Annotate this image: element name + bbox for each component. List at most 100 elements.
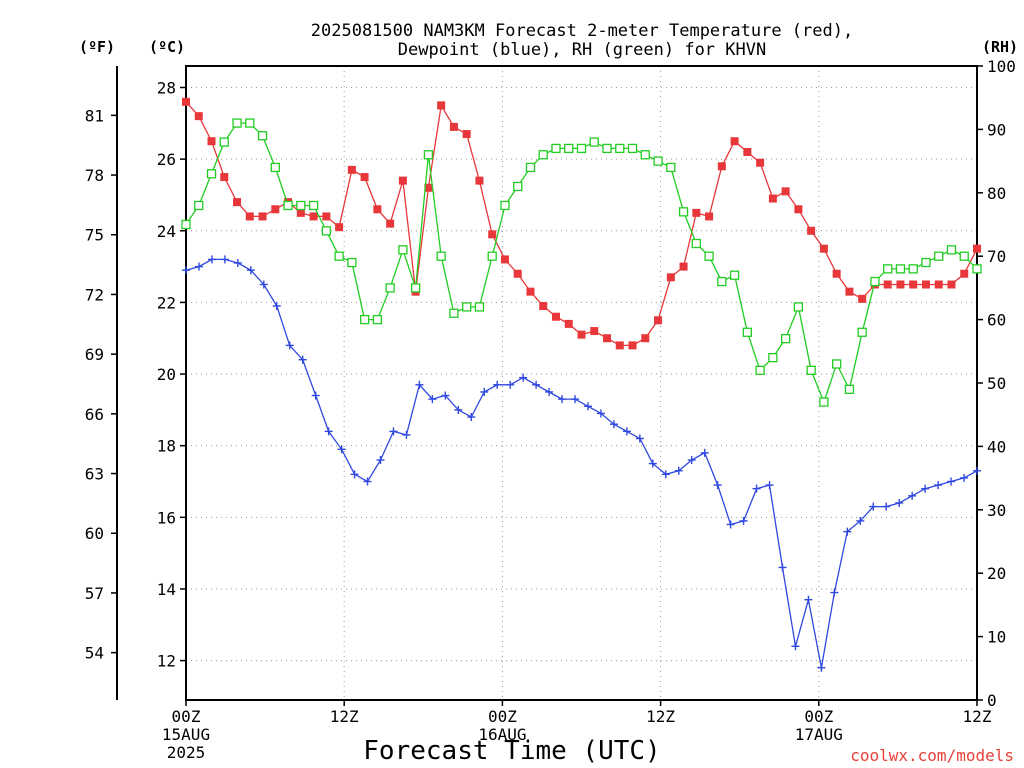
rh-point [806, 365, 816, 375]
data-series [181, 97, 982, 672]
temperature-point [641, 334, 650, 343]
x-tick-label: 12Z [646, 707, 675, 726]
dewpoint-point [558, 395, 567, 404]
temperature-point [705, 212, 714, 221]
rh-point [296, 200, 306, 211]
temperature-point [603, 334, 612, 343]
rh-point [321, 226, 331, 236]
temperature-point [934, 280, 943, 289]
dewpoint-point [415, 380, 424, 389]
dewpoint-point [324, 427, 333, 436]
dewpoint-point [622, 427, 631, 436]
celsius-tick-label: 14 [157, 580, 176, 599]
temperature-point [258, 212, 267, 221]
x-tick-date-label: 17AUG [795, 725, 843, 744]
celsius-unit-label: (ºC) [149, 38, 185, 56]
dewpoint-point [441, 391, 450, 400]
rh-point [972, 264, 982, 274]
rh-tick-label: 10 [987, 628, 1006, 647]
temperature-point [539, 301, 548, 310]
dewpoint-point [480, 387, 489, 396]
temperature-point [679, 262, 688, 271]
rh-point [844, 384, 855, 394]
dewpoint-point [532, 380, 541, 389]
dewpoint-point [350, 470, 359, 479]
dewpoint-point [648, 459, 657, 468]
dewpoint-point [454, 405, 463, 414]
rh-point [257, 131, 268, 141]
dewpoint-point [882, 502, 891, 511]
rh-point [334, 251, 344, 261]
dewpoint-point [609, 420, 618, 429]
rh-point [870, 276, 880, 287]
celsius-tick-label: 28 [157, 78, 176, 97]
rh-tick-label: 70 [987, 247, 1006, 266]
rh-tick-label: 30 [987, 501, 1006, 520]
fahrenheit-tick-label: 72 [85, 285, 104, 304]
rh-point [219, 137, 229, 147]
dewpoint-point [713, 481, 722, 490]
fahrenheit-tick-label: 78 [85, 166, 104, 185]
rh-tick-label: 20 [987, 564, 1006, 583]
x-tick-label: 12Z [330, 707, 359, 726]
rh-tick-label: 50 [987, 374, 1006, 393]
dewpoint-point [687, 456, 696, 465]
temperature-point [845, 287, 854, 296]
dewpoint-point [182, 266, 190, 275]
dewpoint-point [363, 477, 372, 486]
axes [116, 65, 978, 701]
temperature-point [666, 273, 675, 282]
rh-point [245, 118, 255, 128]
rh-point [538, 150, 548, 160]
temperature-point [373, 205, 382, 214]
temperature-point [717, 162, 726, 171]
dewpoint-point [635, 434, 644, 443]
temperature-point [296, 208, 305, 217]
rh-point [691, 238, 701, 249]
dewpoint-point [973, 466, 981, 475]
temperature-point [692, 208, 701, 217]
temperature-point [347, 165, 356, 174]
dewpoint-point [583, 402, 592, 411]
dewpoint-point [765, 481, 774, 490]
fahrenheit-tick-label: 63 [85, 465, 104, 484]
chart-title-line2: Dewpoint (blue), RH (green) for KHVN [398, 40, 766, 60]
rh-point [487, 251, 497, 261]
dewpoint-point [272, 301, 281, 310]
temperature-point [781, 187, 790, 196]
dewpoint-point [960, 473, 969, 482]
temperature-point [819, 244, 828, 253]
temperature-point [730, 137, 739, 146]
rh-point [206, 169, 217, 179]
temperature-point [615, 341, 624, 350]
rh-point [946, 245, 957, 255]
celsius-tick-label: 18 [157, 437, 176, 456]
temperature-point [743, 147, 752, 156]
temperature-point [424, 183, 433, 192]
temperature-point [245, 212, 254, 221]
temperature-point [896, 280, 905, 289]
rh-point [857, 327, 867, 337]
rh-point [717, 276, 727, 287]
temperature-point [194, 112, 203, 121]
dewpoint-point [506, 380, 515, 389]
rh-point [398, 245, 408, 255]
fahrenheit-tick-label: 81 [85, 106, 104, 125]
temperature-point [233, 198, 242, 207]
dewpoint-point [298, 355, 307, 364]
rh-point [232, 118, 242, 128]
dewpoint-point [493, 380, 502, 389]
rh-point [704, 251, 714, 261]
dewpoint-point [207, 255, 216, 264]
rh-tick-label: 60 [987, 311, 1006, 330]
credit-text: coolwx.com/models [850, 746, 1014, 765]
x-tick-label: 00Z [804, 707, 833, 726]
celsius-tick-label: 16 [157, 508, 176, 527]
dewpoint-point [869, 502, 878, 511]
fahrenheit-tick-label: 54 [85, 644, 104, 663]
dewpoint-point [947, 477, 956, 486]
fahrenheit-unit-label: (ºF) [79, 38, 115, 56]
rh-point [513, 181, 523, 192]
fahrenheit-tick-label: 60 [85, 524, 104, 543]
dewpoint-point [402, 430, 411, 439]
